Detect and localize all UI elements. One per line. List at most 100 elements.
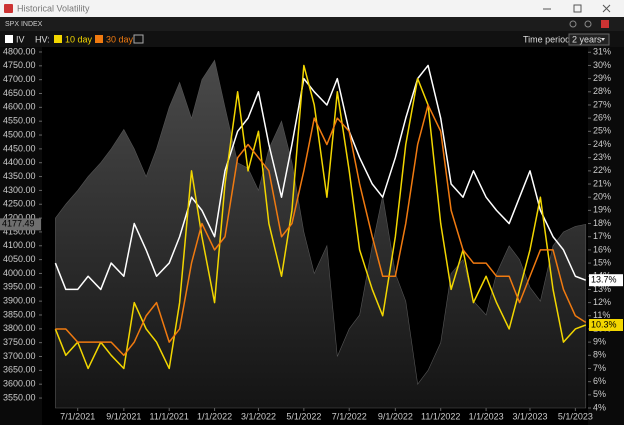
- y2-tick-label: 21%: [593, 178, 611, 188]
- period-dropdown[interactable]: [568, 33, 610, 46]
- dropdown-arrow: [601, 38, 605, 41]
- x-tick-label: 5/1/2022: [286, 411, 321, 421]
- y2-tick-label: 8%: [593, 350, 606, 360]
- y-tick-label: 4450.00: [3, 143, 36, 153]
- y2-tick-label: 19%: [593, 205, 611, 215]
- x-tick-label: 9/1/2021: [106, 411, 141, 421]
- y-tick-label: 4700.00: [3, 74, 36, 84]
- iv-checkbox[interactable]: [5, 35, 13, 43]
- x-tick-label: 9/1/2022: [378, 411, 413, 421]
- y-tick-label: 4050.00: [3, 254, 36, 264]
- period-value[interactable]: 2 years: [572, 34, 602, 44]
- y-tick-label: 4200.00: [3, 212, 36, 222]
- x-tick-label: 5/1/2023: [558, 411, 593, 421]
- y2-tick-label: 28%: [593, 86, 611, 96]
- maximize-button[interactable]: [573, 4, 582, 13]
- y-tick-label: 4150.00: [3, 226, 36, 236]
- value-label: 13.7%: [591, 275, 617, 285]
- y2-tick-label: 6%: [593, 376, 606, 386]
- y2-tick-label: 12%: [593, 297, 611, 307]
- y2-tick-label: 31%: [593, 47, 611, 57]
- hv30-toggle[interactable]: 30 day: [106, 34, 134, 44]
- plot: [54, 59, 587, 409]
- app-icon: [4, 4, 13, 13]
- y-tick-label: 4750.00: [3, 60, 36, 70]
- x-tick-label: 3/1/2022: [241, 411, 276, 421]
- symbol-bar: [0, 17, 624, 31]
- title-bar: [0, 0, 624, 17]
- iv-toggle[interactable]: IV: [16, 34, 25, 44]
- y2-tick-label: 15%: [593, 257, 611, 267]
- symbol: SPX INDEX: [5, 21, 43, 28]
- left-axis-panel: [0, 47, 42, 425]
- y2-tick-label: 7%: [593, 363, 606, 373]
- series-line: [55, 104, 587, 357]
- y2-tick-label: 5%: [593, 389, 606, 399]
- y-tick-label: 3650.00: [3, 365, 36, 375]
- x-tick-label: 7/1/2022: [332, 411, 367, 421]
- y-tick-label: 3900.00: [3, 296, 36, 306]
- y2-tick-label: 20%: [593, 192, 611, 202]
- window-title: Historical Volatility: [17, 3, 90, 13]
- y2-tick-label: 27%: [593, 99, 611, 109]
- y-tick-label: 3750.00: [3, 337, 36, 347]
- series-line: [54, 64, 587, 370]
- value-label: 4177.49: [2, 219, 35, 229]
- toolbar: [0, 31, 624, 47]
- y-tick-label: 4800.00: [3, 46, 36, 56]
- value-label-box: [589, 318, 623, 331]
- y-tick-label: 4250.00: [3, 199, 36, 209]
- series-line: [54, 64, 587, 291]
- chart: 3550.00 3600.00 3650.00 3700.00 3750.00 3800.…: [0, 46, 624, 425]
- x-tick-label: 11/1/2022: [421, 411, 460, 421]
- close-button[interactable]: [602, 4, 611, 13]
- y-tick-label: 4300.00: [3, 185, 36, 195]
- y2-tick-label: 13%: [593, 284, 611, 294]
- x-tick-label: 7/1/2021: [60, 411, 95, 421]
- y2-tick-label: 18%: [593, 218, 611, 228]
- y2-tick-label: 26%: [593, 113, 611, 123]
- y2-tick-label: 22%: [593, 165, 611, 175]
- value-label-box: [0, 218, 41, 231]
- y2-tick-label: 30%: [593, 60, 611, 70]
- y-tick-label: 3950.00: [3, 282, 36, 292]
- y2-tick-label: 17%: [593, 231, 611, 241]
- x-tick-label: 1/1/2022: [197, 411, 232, 421]
- settings-icon[interactable]: [569, 20, 577, 28]
- y-tick-label: 4500.00: [3, 129, 36, 139]
- x-tick-label: 1/1/2023: [469, 411, 504, 421]
- value-label: 10.3%: [591, 319, 617, 329]
- hv30-checkbox[interactable]: [95, 35, 103, 43]
- link-icon[interactable]: [601, 20, 609, 28]
- y-tick-label: 3700.00: [3, 351, 36, 361]
- help-icon[interactable]: [584, 20, 592, 28]
- y2-tick-label: 16%: [593, 244, 611, 254]
- y-tick-label: 3800.00: [3, 323, 36, 333]
- period-label: Time period:: [523, 34, 573, 44]
- y2-tick-label: 29%: [593, 73, 611, 83]
- y2-tick-label: 23%: [593, 152, 611, 162]
- y2-tick-label: 24%: [593, 139, 611, 149]
- price-area: [55, 59, 587, 409]
- x-tick-label: 3/1/2023: [512, 411, 547, 421]
- hv10-toggle[interactable]: 10 day: [65, 34, 93, 44]
- y2-tick-label: 9%: [593, 336, 606, 346]
- y2-tick-label: 4%: [593, 402, 606, 412]
- y2-tick-label: 25%: [593, 126, 611, 136]
- y-tick-label: 4400.00: [3, 157, 36, 167]
- hv-label: HV:: [35, 34, 50, 44]
- value-label-box: [589, 274, 623, 287]
- y-tick-label: 4000.00: [3, 268, 36, 278]
- y-tick-label: 4650.00: [3, 88, 36, 98]
- y-tick-label: 4600.00: [3, 102, 36, 112]
- right-axis-panel: [588, 47, 624, 425]
- add-button[interactable]: [133, 34, 144, 44]
- hv10-checkbox[interactable]: [54, 35, 62, 43]
- y2-tick-label: 11%: [593, 310, 610, 320]
- y-tick-label: 4550.00: [3, 116, 36, 126]
- y-tick-label: 3550.00: [3, 392, 36, 402]
- y-tick-label: 4100.00: [3, 240, 36, 250]
- y-tick-label: 3600.00: [3, 379, 36, 389]
- y-tick-label: 4350.00: [3, 171, 36, 181]
